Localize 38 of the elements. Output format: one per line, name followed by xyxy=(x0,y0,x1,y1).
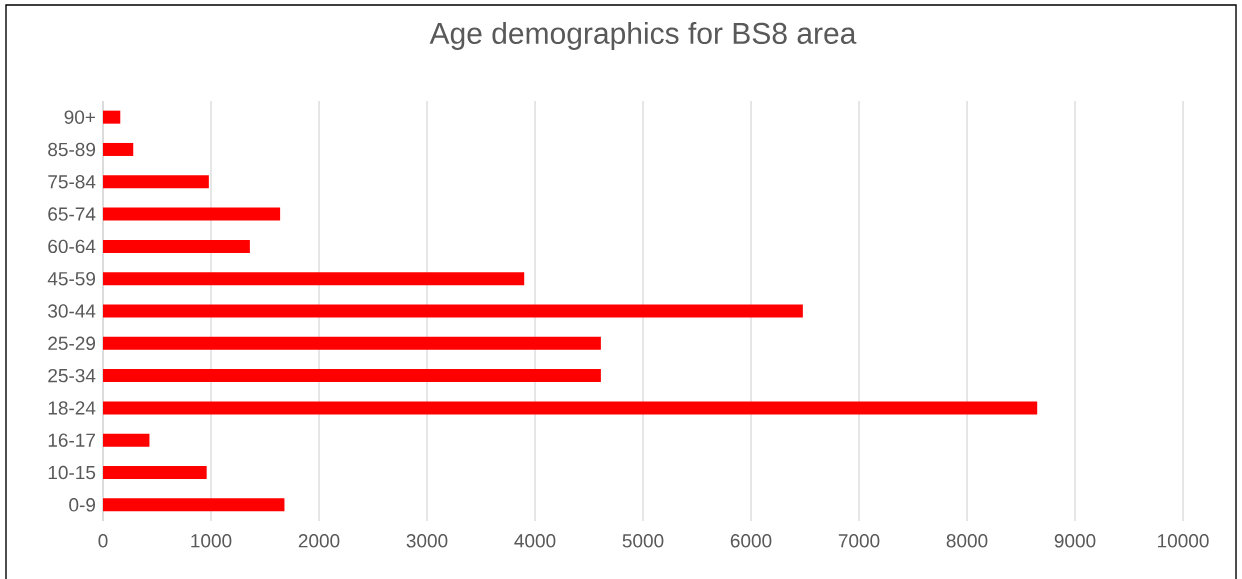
y-tick-label: 65-74 xyxy=(48,207,96,221)
x-tick-label: 8000 xyxy=(946,534,988,548)
x-tick-label: 10000 xyxy=(1158,534,1209,548)
bar xyxy=(103,142,134,156)
bar xyxy=(103,466,207,480)
x-tick-label: 2000 xyxy=(298,534,340,548)
x-tick-label: 4000 xyxy=(514,534,556,548)
y-tick-label: 75-84 xyxy=(48,175,96,189)
x-tick-label: 3000 xyxy=(406,534,448,548)
bar xyxy=(103,336,601,350)
y-tick-label: 25-34 xyxy=(48,368,96,383)
bar xyxy=(103,239,250,253)
bar xyxy=(103,369,601,383)
bar xyxy=(103,207,281,221)
x-tick-label: 7000 xyxy=(838,534,880,548)
x-tick-label: 5000 xyxy=(622,534,664,548)
bar xyxy=(103,110,121,124)
bar xyxy=(103,401,1038,415)
y-tick-label: 10-15 xyxy=(48,465,96,480)
y-tick-label: 0-9 xyxy=(69,498,96,512)
x-tick-label: 1000 xyxy=(191,534,232,548)
y-tick-label: 25-29 xyxy=(48,336,96,351)
y-tick-label: 60-64 xyxy=(48,239,96,254)
y-tick-label: 85-89 xyxy=(48,142,96,157)
bar xyxy=(103,272,525,286)
y-tick-label: 18-24 xyxy=(48,401,96,415)
x-tick-label: 0 xyxy=(98,534,108,548)
bar xyxy=(103,433,150,447)
x-tick-label: 9000 xyxy=(1054,534,1096,548)
y-tick-label: 45-59 xyxy=(47,271,96,286)
y-tick-label: 16-17 xyxy=(48,433,95,447)
y-tick-label: 30-44 xyxy=(48,304,96,318)
bar xyxy=(103,175,209,189)
y-tick-label: 90+ xyxy=(64,110,95,124)
bar xyxy=(103,304,803,318)
x-tick-label: 6000 xyxy=(730,534,772,548)
bar xyxy=(103,498,285,512)
chart-title: Age demographics for BS8 area xyxy=(429,21,857,50)
